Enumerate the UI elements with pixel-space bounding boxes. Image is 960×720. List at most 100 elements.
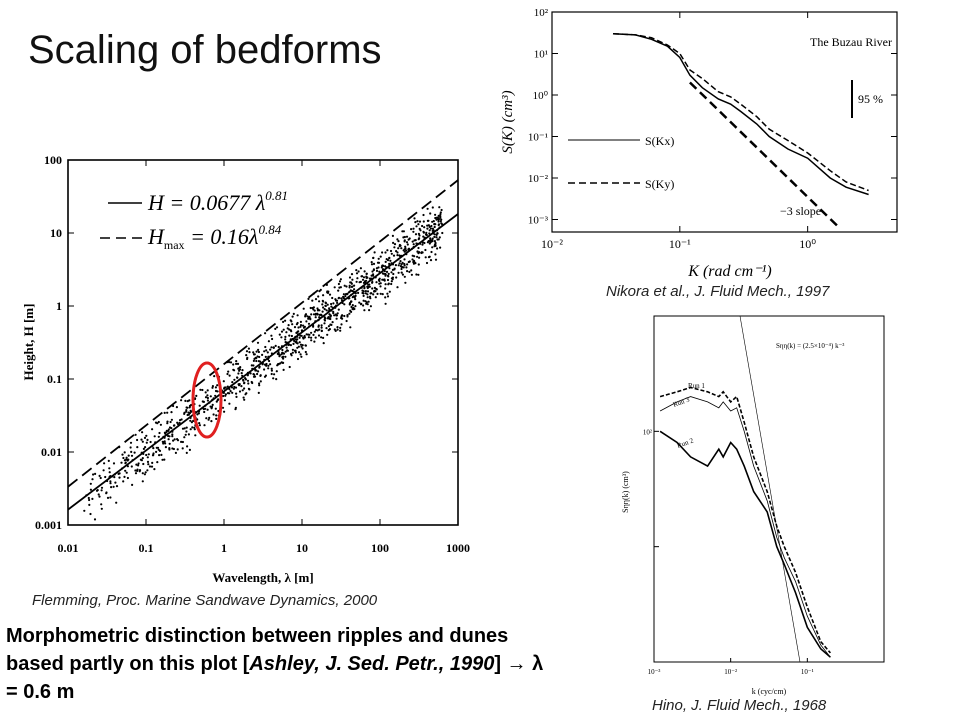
scatter-point: [339, 278, 342, 281]
scatter-point: [390, 271, 393, 274]
scatter-point: [267, 364, 270, 367]
scatter-point: [377, 278, 380, 282]
scatter-point: [270, 372, 273, 376]
scatter-point: [189, 409, 192, 412]
scatter-point: [166, 420, 169, 423]
scatter-point: [185, 451, 188, 454]
scatter-point: [328, 307, 331, 310]
scatter-point: [122, 480, 125, 483]
y-axis-label: S(K) (cm³): [500, 90, 516, 153]
scatter-point: [258, 366, 261, 369]
scatter-point: [206, 389, 209, 392]
scatter-point: [440, 218, 443, 221]
scatter-point: [310, 331, 313, 334]
scatter-point: [256, 372, 259, 376]
scatter-point: [379, 282, 382, 285]
scatter-point: [223, 399, 226, 402]
scatter-point: [372, 268, 375, 271]
scatter-point: [234, 406, 237, 409]
scatter-point: [412, 243, 415, 246]
scatter-point: [295, 331, 298, 334]
scatter-point: [356, 277, 359, 280]
scatter-point: [404, 281, 407, 284]
scatter-point: [330, 302, 333, 306]
scatter-point: [314, 316, 317, 319]
scatter-point: [422, 220, 425, 223]
scatter-point: [293, 339, 296, 342]
scatter-point: [438, 206, 441, 209]
scatter-point: [222, 380, 225, 383]
scatter-point: [307, 322, 311, 325]
scatter-point: [304, 350, 307, 354]
scatter-point: [411, 240, 414, 243]
body-tail: ] → λ = 0.6 m: [6, 653, 544, 703]
scatter-point: [364, 292, 367, 295]
scatter-point: [282, 352, 285, 355]
scatter-point: [163, 411, 166, 414]
scatter-point: [297, 326, 300, 329]
scatter-point: [413, 255, 416, 258]
scatter-point: [328, 293, 332, 296]
scatter-point: [145, 434, 148, 437]
scatter-point: [248, 351, 251, 354]
scatter-point: [414, 221, 417, 224]
scatter-point: [439, 215, 442, 218]
scatter-point: [296, 357, 300, 361]
scatter-point: [134, 433, 137, 436]
scatter-point: [385, 270, 389, 273]
scatter-point: [267, 367, 270, 370]
scatter-point: [314, 336, 317, 339]
scatter-point: [140, 438, 143, 441]
scatter-point: [87, 496, 90, 500]
scatter-point: [437, 214, 440, 217]
mean-fit-line: [67, 213, 459, 511]
scatter-point: [169, 420, 172, 424]
scatter-point: [354, 305, 357, 308]
scatter-point: [332, 312, 335, 315]
scatter-point: [418, 237, 421, 240]
scatter-point: [437, 238, 440, 241]
scatter-point: [100, 486, 104, 489]
scatter-point: [434, 258, 438, 261]
scatter-point: [320, 326, 323, 329]
scatter-point: [403, 264, 406, 267]
scatter-point: [170, 418, 173, 421]
y-tick-label: 0.01: [41, 445, 62, 459]
scatter-point: [270, 346, 273, 349]
scatter-point: [106, 496, 110, 499]
scatter-point: [214, 386, 217, 389]
scatter-point: [201, 388, 204, 392]
scatter-point: [150, 465, 154, 468]
scatter-point: [115, 485, 119, 488]
scatter-point: [280, 336, 283, 339]
scatter-point: [157, 435, 160, 438]
scatter-point: [270, 367, 273, 370]
y-tick-label: 10: [50, 226, 62, 240]
scatter-point: [406, 263, 409, 266]
scatter-point: [237, 372, 240, 375]
scatter-point: [429, 227, 432, 230]
scatter-point: [185, 430, 188, 433]
scatter-point: [107, 459, 110, 462]
y-tick-label: 1: [56, 299, 62, 313]
scatter-point: [392, 272, 395, 276]
scatter-point: [211, 385, 214, 388]
scatter-point: [269, 363, 272, 366]
x-tick-label: 10: [296, 541, 308, 555]
x-tick-label: 10⁻²: [541, 237, 563, 251]
scatter-point: [185, 409, 188, 412]
scatter-point: [241, 389, 244, 392]
scatter-point: [103, 462, 106, 465]
scatter-point: [416, 255, 419, 258]
scatter-point: [431, 220, 434, 223]
scatter-point: [415, 273, 418, 276]
scatter-point: [257, 391, 260, 394]
scatter-point: [234, 386, 238, 389]
scatter-point: [406, 243, 409, 246]
scatter-point: [275, 378, 278, 381]
scatter-point: [98, 474, 101, 477]
scatter-point: [83, 509, 86, 512]
scatter-point: [411, 258, 414, 261]
scatter-point: [328, 328, 331, 331]
scatter-point: [221, 406, 225, 409]
